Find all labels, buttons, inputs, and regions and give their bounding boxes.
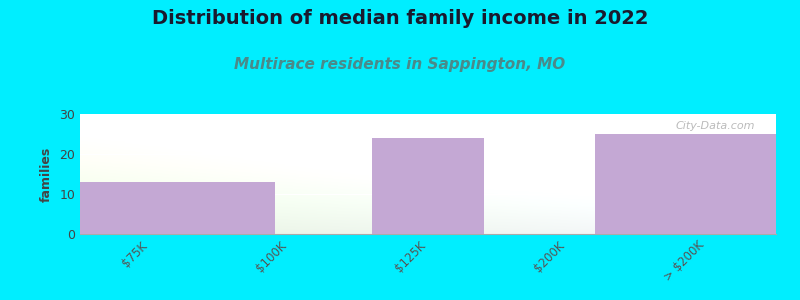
Bar: [372, 138, 484, 234]
Bar: [595, 134, 800, 234]
Text: Distribution of median family income in 2022: Distribution of median family income in …: [152, 9, 648, 28]
Bar: [24, 182, 275, 234]
Y-axis label: families: families: [39, 146, 52, 202]
Text: City-Data.com: City-Data.com: [676, 121, 755, 131]
Text: Multirace residents in Sappington, MO: Multirace residents in Sappington, MO: [234, 57, 566, 72]
